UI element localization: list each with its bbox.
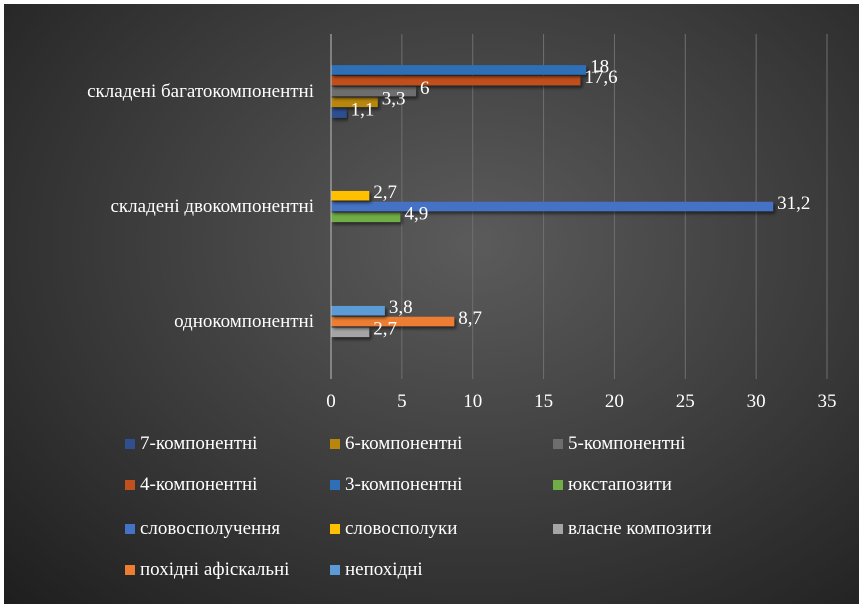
data-label: 4,9	[404, 204, 428, 225]
bar-6-компонентні	[331, 97, 378, 108]
data-label: 8,7	[458, 308, 482, 329]
legend-swatch	[553, 439, 563, 449]
data-label: 3,8	[389, 297, 413, 318]
legend-swatch	[553, 480, 563, 490]
legend-swatch	[125, 524, 135, 534]
x-tick-label: 5	[397, 391, 407, 412]
x-tick-label: 0	[326, 391, 336, 412]
legend-swatch	[125, 480, 135, 490]
legend-label: словосполуки	[345, 518, 458, 539]
data-label: 2,7	[373, 319, 397, 340]
bar-chart: 2,7 8,7 3,8 4,9 31,2 2,7 1,1 3,3 6 17,618 однокомп…	[87, 34, 837, 412]
bar-юкстапозити	[331, 212, 401, 223]
bar-похідні афіскальні	[331, 316, 455, 327]
legend-label: 4-компонентні	[140, 474, 258, 495]
bar-5-компонентні	[331, 86, 417, 97]
data-label: 2,7	[373, 182, 397, 203]
bar-власне композити	[331, 327, 370, 338]
legend-swatch	[125, 565, 135, 575]
legend-item: непохідні	[330, 559, 423, 581]
x-tick-label: 35	[818, 391, 837, 412]
legend-item: 3-компонентні	[330, 474, 462, 496]
bar-словосполучення	[331, 201, 774, 212]
legend-swatch	[330, 524, 340, 534]
legend-item: власне композити	[553, 518, 712, 540]
x-tick-label: 25	[676, 391, 695, 412]
legend-item: словосполучення	[125, 518, 280, 540]
legend-label: непохідні	[345, 559, 423, 580]
legend-label: власне композити	[568, 518, 712, 539]
data-label: 1,1	[351, 99, 375, 120]
data-label: 31,2	[777, 193, 810, 214]
legend-label: 3-компонентні	[345, 474, 463, 495]
chart-frame: 2,7 8,7 3,8 4,9 31,2 2,7 1,1 3,3 6 17,6 18 однокомп…	[4, 4, 859, 604]
legend-swatch	[330, 480, 340, 490]
legend-item: словосполуки	[330, 518, 457, 540]
legend-item: 5-компонентні	[553, 433, 685, 455]
legend-swatch	[330, 439, 340, 449]
data-label: 17,6	[584, 67, 617, 88]
x-tick-label: 20	[605, 391, 624, 412]
x-tick-label: 10	[463, 391, 482, 412]
legend-label: похідні афіскальні	[140, 559, 290, 580]
category-label: однокомпонентні	[174, 311, 314, 332]
bar-4-компонентні	[331, 75, 581, 86]
legend-label: юкстапозити	[568, 474, 672, 495]
bar-словосполуки	[331, 190, 370, 201]
legend-swatch	[125, 439, 135, 449]
legend-swatch	[553, 524, 563, 534]
data-label: 6	[420, 78, 430, 99]
category-label: складені двокомпонентні	[111, 196, 315, 217]
legend-item: похідні афіскальні	[125, 559, 289, 581]
legend-item: 7-компонентні	[125, 433, 257, 455]
data-label: 18	[590, 56, 609, 77]
legend-item: 6-компонентні	[330, 433, 462, 455]
data-label: 3,3	[382, 89, 406, 110]
legend-swatch	[330, 565, 340, 575]
category-label: складені багатокомпонентні	[87, 81, 314, 102]
legend-item: 4-компонентні	[125, 474, 257, 496]
legend-label: 7-компонентні	[140, 433, 258, 454]
x-tick-label: 15	[534, 391, 553, 412]
bar-7-компонентні	[331, 108, 347, 118]
legend-item: юкстапозити	[553, 474, 672, 496]
bar-непохідні	[331, 305, 385, 316]
legend-label: 6-компонентні	[345, 433, 463, 454]
legend-label: 5-компонентні	[568, 433, 686, 454]
bar-3-компонентні	[331, 65, 587, 75]
legend-label: словосполучення	[140, 518, 281, 539]
x-tick-label: 30	[747, 391, 766, 412]
